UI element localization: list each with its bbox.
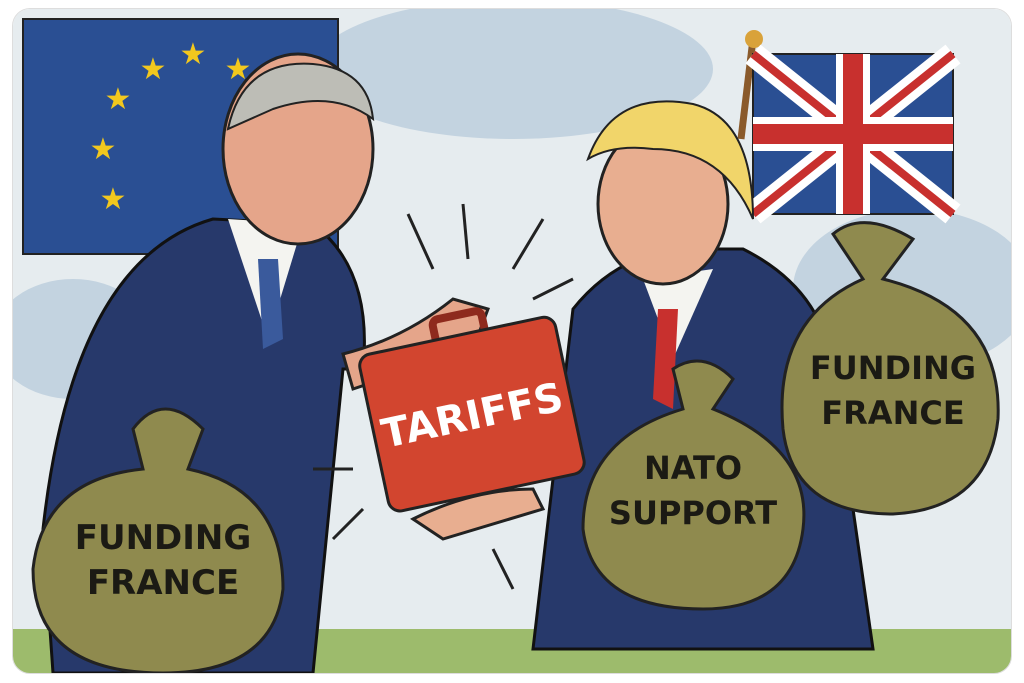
uk-flag (737, 30, 961, 224)
tariffs-briefcase: TARIFFS (358, 307, 586, 513)
bag-label-line2: SUPPORT (609, 494, 777, 532)
bag-label-line1: FUNDING (75, 518, 252, 558)
cartoon-canvas: ★ ★ ★ ★★★ TA (13, 9, 1011, 673)
svg-text:★: ★ (90, 132, 117, 167)
bag-label-line2: FRANCE (821, 394, 964, 432)
bag-label-line1: NATO (644, 449, 742, 487)
impact-lines (313, 203, 574, 590)
money-bag-left: FUNDING FRANCE (31, 407, 285, 673)
bag-label-line1: FUNDING (810, 349, 976, 387)
svg-text:★: ★ (105, 82, 132, 117)
left-figure (41, 52, 490, 673)
bag-label-line2: FRANCE (87, 563, 239, 603)
eu-stars: ★ ★ ★ ★★★ (90, 37, 252, 217)
svg-text:★: ★ (100, 182, 127, 217)
svg-text:★: ★ (140, 52, 167, 87)
money-bag-funding-france-right: FUNDING FRANCE (780, 221, 1000, 516)
svg-text:★: ★ (180, 37, 207, 72)
money-bag-nato-support: NATO SUPPORT (581, 359, 806, 611)
cartoon-illustration: ★ ★ ★ ★ ★ ★ TA (12, 8, 1012, 674)
